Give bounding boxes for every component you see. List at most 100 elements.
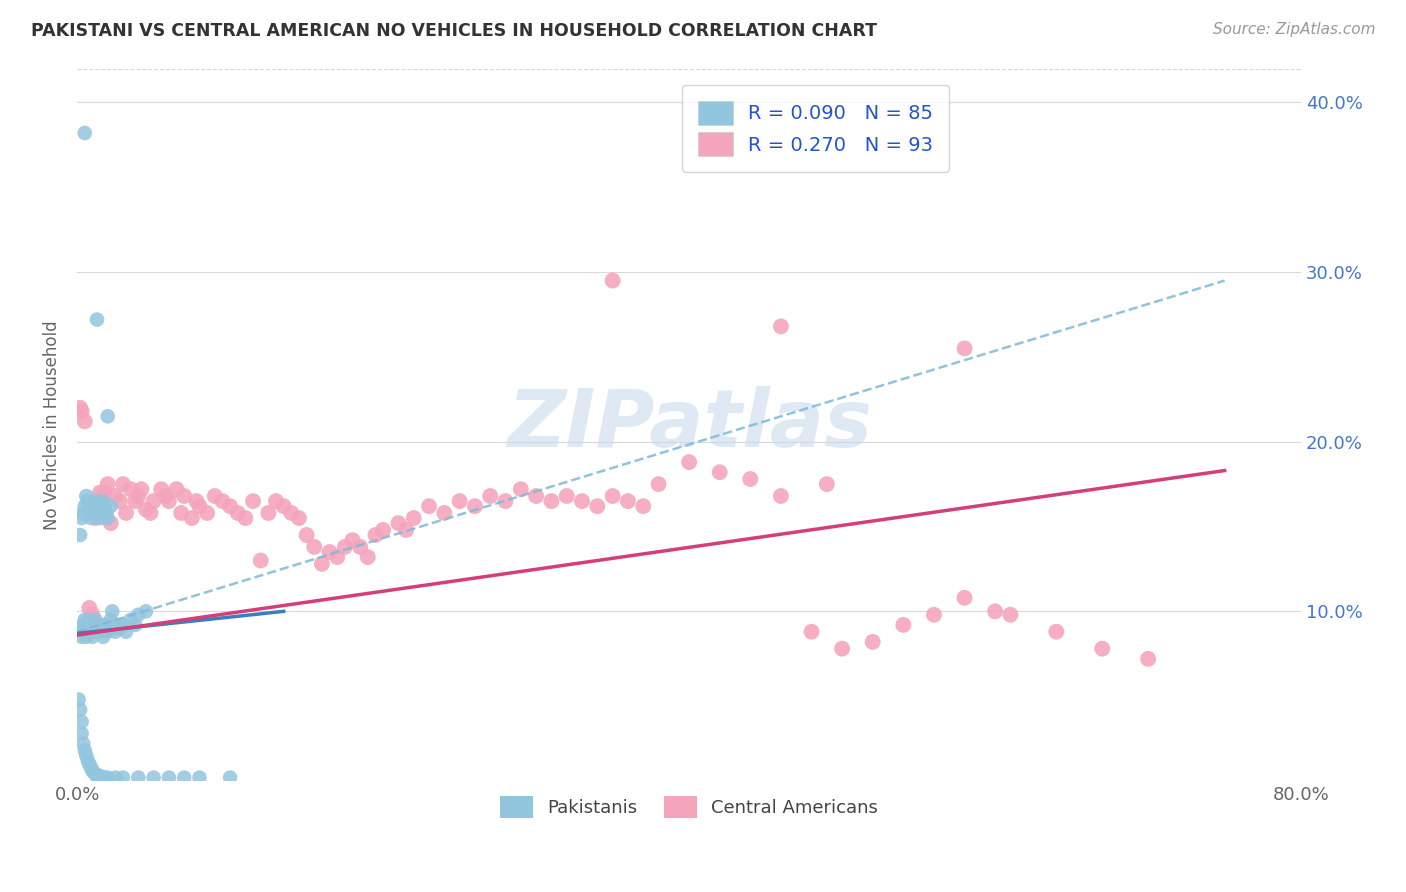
Point — [922, 607, 945, 622]
Point — [418, 499, 440, 513]
Point — [97, 477, 120, 491]
Point — [135, 604, 157, 618]
Point — [120, 482, 142, 496]
Point — [98, 618, 121, 632]
Point — [1000, 607, 1022, 622]
Point — [127, 489, 149, 503]
Point — [157, 771, 180, 785]
Point — [83, 765, 105, 780]
Point — [602, 274, 624, 288]
Point — [953, 591, 976, 605]
Point — [89, 511, 111, 525]
Point — [479, 489, 502, 503]
Point — [111, 618, 134, 632]
Y-axis label: No Vehicles in Household: No Vehicles in Household — [44, 320, 60, 530]
Point — [464, 499, 486, 513]
Point — [124, 494, 146, 508]
Point — [90, 624, 112, 639]
Point — [342, 533, 364, 548]
Point — [89, 485, 111, 500]
Point — [70, 621, 93, 635]
Point — [318, 545, 340, 559]
Point — [111, 477, 134, 491]
Point — [82, 630, 104, 644]
Point — [333, 540, 356, 554]
Point — [1091, 641, 1114, 656]
Point — [186, 494, 208, 508]
Point — [100, 499, 122, 513]
Point — [131, 482, 153, 496]
Point — [86, 312, 108, 326]
Point — [90, 494, 112, 508]
Point — [157, 494, 180, 508]
Point — [105, 618, 128, 632]
Point — [69, 528, 91, 542]
Point — [170, 506, 193, 520]
Point — [93, 771, 115, 785]
Point — [264, 494, 287, 508]
Point — [73, 743, 96, 757]
Point — [273, 499, 295, 513]
Point — [280, 506, 302, 520]
Point — [402, 511, 425, 525]
Point — [84, 767, 107, 781]
Point — [79, 757, 101, 772]
Point — [586, 499, 609, 513]
Point — [142, 494, 165, 508]
Point — [93, 485, 115, 500]
Point — [769, 489, 792, 503]
Point — [97, 771, 120, 785]
Point — [249, 553, 271, 567]
Point — [87, 506, 110, 520]
Point — [103, 621, 125, 635]
Point — [155, 489, 177, 503]
Point — [70, 511, 93, 525]
Point — [984, 604, 1007, 618]
Point — [82, 764, 104, 778]
Point — [70, 404, 93, 418]
Point — [188, 499, 211, 513]
Point — [108, 494, 131, 508]
Point — [73, 126, 96, 140]
Point — [124, 618, 146, 632]
Point — [395, 523, 418, 537]
Point — [86, 499, 108, 513]
Point — [371, 523, 394, 537]
Point — [769, 319, 792, 334]
Point — [97, 624, 120, 639]
Point — [80, 760, 103, 774]
Point — [304, 540, 326, 554]
Point — [101, 604, 124, 618]
Point — [87, 618, 110, 632]
Point — [70, 726, 93, 740]
Point — [166, 482, 188, 496]
Point — [70, 714, 93, 729]
Point — [80, 624, 103, 639]
Point — [76, 624, 98, 639]
Point — [219, 499, 242, 513]
Point — [433, 506, 456, 520]
Point — [150, 482, 173, 496]
Point — [90, 499, 112, 513]
Point — [115, 506, 138, 520]
Point — [357, 550, 380, 565]
Point — [84, 613, 107, 627]
Point — [100, 613, 122, 627]
Point — [76, 754, 98, 768]
Point — [73, 499, 96, 513]
Point — [953, 342, 976, 356]
Point — [70, 630, 93, 644]
Point — [555, 489, 578, 503]
Point — [104, 624, 127, 639]
Point — [364, 528, 387, 542]
Point — [1045, 624, 1067, 639]
Point — [79, 502, 101, 516]
Point — [76, 494, 98, 508]
Point — [180, 511, 202, 525]
Point — [93, 499, 115, 513]
Point — [91, 630, 114, 644]
Point — [127, 607, 149, 622]
Point — [295, 528, 318, 542]
Point — [80, 511, 103, 525]
Text: ZIPatlas: ZIPatlas — [506, 385, 872, 464]
